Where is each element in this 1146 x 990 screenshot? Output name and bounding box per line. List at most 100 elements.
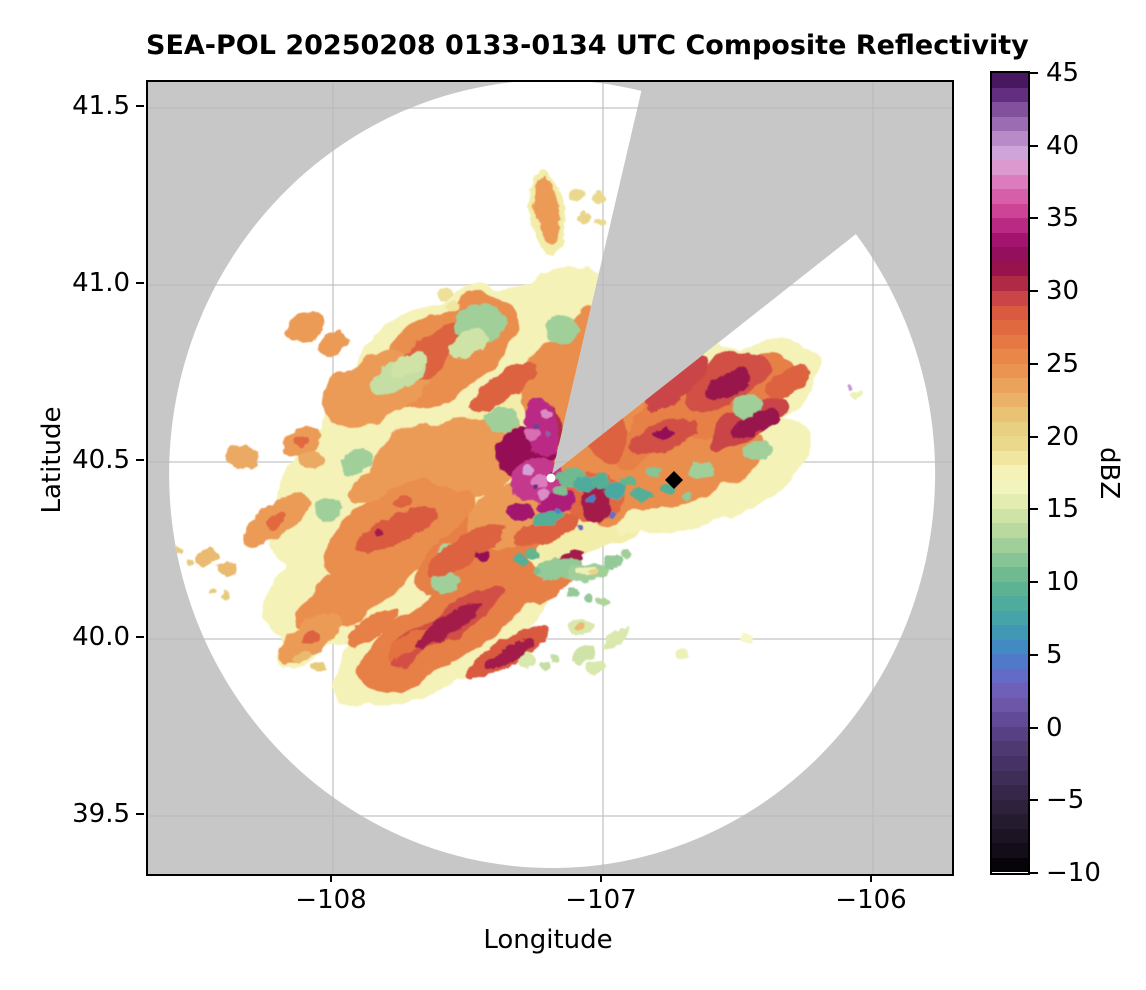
echo-blob <box>301 630 321 646</box>
y-tick-mark <box>136 459 144 461</box>
x-tick-mark <box>330 874 332 882</box>
echo-blob <box>532 423 540 429</box>
echo-blob <box>314 499 342 521</box>
colorbar-segment <box>992 189 1028 204</box>
colorbar-tick-label: 30 <box>1046 276 1080 307</box>
colorbar-segment <box>992 276 1028 291</box>
colorbar-segment <box>992 160 1028 175</box>
x-axis-label: Longitude <box>483 925 613 955</box>
echo-blob <box>596 218 606 226</box>
colorbar-segment <box>992 102 1028 117</box>
echo-blob <box>527 549 539 559</box>
echo-blob <box>731 395 763 419</box>
echo-blob <box>602 627 630 649</box>
x-tick-label: −108 <box>295 885 367 915</box>
echo-blob <box>690 461 714 479</box>
colorbar-segment <box>992 363 1028 379</box>
colorbar-segment <box>992 320 1028 335</box>
echo-blob <box>217 562 237 576</box>
colorbar-tick-label: 10 <box>1046 567 1080 598</box>
colorbar-segment <box>992 421 1028 437</box>
colorbar-segment <box>992 131 1028 146</box>
echo-blob <box>538 489 550 499</box>
y-tick-mark <box>136 813 144 815</box>
colorbar-segment <box>992 741 1028 756</box>
echo-blob <box>448 328 488 360</box>
colorbar-segment <box>992 73 1028 88</box>
y-tick-mark <box>136 105 144 107</box>
echo-blob <box>552 484 568 496</box>
colorbar-segment <box>992 828 1028 844</box>
echo-blob <box>851 391 863 399</box>
echo-blob <box>186 560 194 566</box>
colorbar-tick-mark <box>1030 653 1038 656</box>
echo-blob <box>485 638 535 670</box>
colorbar-segment <box>992 552 1028 568</box>
radar-map-plot <box>146 80 954 876</box>
y-tick-mark <box>136 282 144 284</box>
echo-blob <box>577 524 583 530</box>
echo-blob <box>506 503 534 521</box>
echo-blob <box>594 193 606 203</box>
echo-blob <box>414 601 482 649</box>
echo-blob <box>731 409 779 439</box>
echo-blob <box>437 288 453 300</box>
colorbar-segment <box>992 116 1028 132</box>
y-tick-mark <box>136 636 144 638</box>
colorbar-segment <box>992 567 1028 582</box>
colorbar-segment <box>992 581 1028 597</box>
colorbar-segment <box>992 407 1028 422</box>
echo-blob <box>619 549 633 559</box>
echo-blob <box>513 553 527 565</box>
colorbar-segment <box>992 668 1028 684</box>
echo-blob <box>286 310 324 344</box>
colorbar-segment <box>992 232 1028 248</box>
echo-blob <box>477 552 489 562</box>
echo-blob <box>646 353 710 411</box>
colorbar-segment <box>992 174 1028 190</box>
echo-blob <box>207 586 217 594</box>
colorbar-tick-label: 35 <box>1046 203 1080 234</box>
colorbar-tick-mark <box>1030 72 1038 74</box>
echo-blob <box>427 523 505 577</box>
echo-blob <box>603 482 625 498</box>
colorbar-tick-mark <box>1030 799 1038 802</box>
echo-blob <box>392 496 412 508</box>
colorbar-units-label: dBZ <box>1094 446 1124 500</box>
y-tick-label: 41.5 <box>72 91 130 121</box>
colorbar-segment <box>992 450 1028 466</box>
echo-blob <box>572 644 596 664</box>
x-tick-mark <box>870 874 872 882</box>
colorbar-segment <box>992 261 1028 277</box>
echo-blob <box>577 213 591 223</box>
echo-blob <box>591 473 609 487</box>
echo-blob <box>569 189 585 201</box>
colorbar-segment <box>992 683 1028 698</box>
echo-blob <box>339 449 373 475</box>
echo-blob <box>292 650 312 664</box>
colorbar-segment <box>992 218 1028 233</box>
colorbar-segment <box>992 639 1028 655</box>
colorbar-tick-mark <box>1030 435 1038 438</box>
colorbar-segment <box>992 305 1028 321</box>
echo-blob <box>675 649 689 659</box>
colorbar-segment <box>992 596 1028 611</box>
colorbar-tick-label: 5 <box>1046 639 1063 670</box>
echo-blob <box>299 451 325 469</box>
echo-blob <box>195 548 219 566</box>
colorbar-segment <box>992 436 1028 451</box>
colorbar-segment <box>992 770 1028 786</box>
colorbar-segment <box>992 523 1028 538</box>
colorbar-segment <box>992 755 1028 771</box>
colorbar-segment <box>992 290 1028 306</box>
echo-blob <box>604 555 622 569</box>
colorbar-segment <box>992 334 1028 350</box>
echo-blob <box>541 662 551 670</box>
colorbar-tick-mark <box>1030 872 1038 874</box>
colorbar-segment <box>992 843 1028 858</box>
echo-blob <box>348 471 396 503</box>
echo-blob <box>530 509 566 527</box>
y-tick-label: 41.0 <box>72 268 130 298</box>
colorbar-segment <box>992 785 1028 800</box>
